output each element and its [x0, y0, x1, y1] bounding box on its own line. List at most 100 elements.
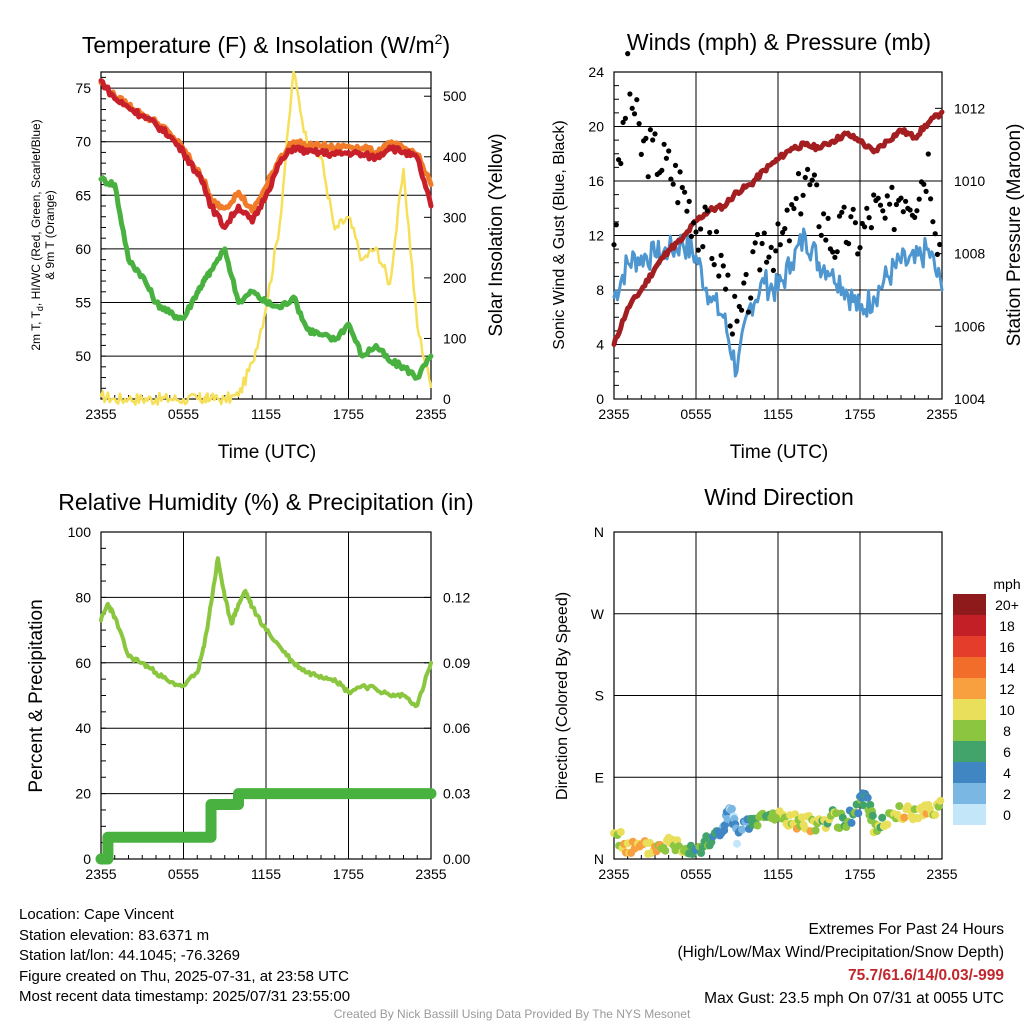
- direction-point: [723, 814, 732, 823]
- direction-point: [934, 802, 943, 811]
- y-tick-label: 80: [75, 589, 91, 605]
- y-tick-label: 40: [75, 720, 91, 736]
- gust-point: [625, 51, 631, 57]
- gust-point: [668, 176, 674, 182]
- colorbar-label: 20+: [995, 597, 1019, 613]
- y-tick-label: 0: [83, 851, 91, 867]
- y2-tick-label: 1010: [954, 173, 985, 189]
- gust-point: [716, 273, 722, 279]
- gust-point: [814, 182, 820, 188]
- y-tick-label: 70: [75, 134, 91, 150]
- gust-point: [834, 249, 840, 255]
- direction-point: [895, 802, 904, 811]
- direction-point: [878, 813, 887, 822]
- gust-point: [932, 231, 938, 237]
- gust-point: [647, 127, 654, 133]
- direction-point: [863, 793, 872, 802]
- gust-point: [793, 195, 799, 202]
- winds-xlabel: Time (UTC): [730, 442, 829, 463]
- gust-point: [805, 166, 811, 172]
- gust-point: [770, 267, 777, 273]
- colorbar-swatch: [953, 594, 986, 615]
- y2-tick-label: 200: [443, 270, 467, 286]
- gust-point: [688, 233, 695, 239]
- gust-point: [836, 213, 843, 219]
- gust-point: [887, 201, 893, 207]
- gust-point: [868, 225, 875, 231]
- gust-point: [741, 280, 747, 286]
- gust-point: [743, 271, 749, 278]
- gust-point: [677, 169, 683, 175]
- gust-point: [839, 209, 845, 215]
- gust-point: [750, 249, 756, 255]
- temperature-ylabel: 2m T, Td, HI/WC (Red, Green, Scarlet/Blu…: [29, 119, 45, 350]
- gust-point: [634, 97, 640, 103]
- y-tick-label: N: [594, 524, 604, 540]
- gust-point: [791, 205, 797, 212]
- gust-point: [691, 220, 697, 226]
- colorbar-label: 0: [1003, 807, 1011, 823]
- insolation-line: [99, 70, 433, 406]
- temperature-title: Temperature (F) & Insolation (W/m2): [82, 31, 450, 58]
- x-tick-label: 2355: [598, 406, 629, 422]
- y-tick-label: 16: [588, 173, 604, 189]
- colorbar-label: 4: [1003, 765, 1011, 781]
- gust-point: [864, 205, 870, 211]
- direction-ylabel: Direction (Colored By Speed): [554, 592, 571, 800]
- y2-tick-label: 0.06: [443, 720, 470, 736]
- gust-point: [800, 192, 806, 198]
- winds-title: Winds (mph) & Pressure (mb): [627, 29, 931, 55]
- gust-point: [889, 184, 895, 190]
- figure-created: Figure created on Thu, 2025-07-31, at 23…: [19, 967, 349, 985]
- rh-axes: 2355 0555 1155 1755 23550204060801000.000.03…: [68, 524, 471, 882]
- gust-point: [816, 224, 822, 230]
- y-tick-label: 20: [588, 119, 604, 135]
- colorbar-swatch: [953, 615, 986, 636]
- gust-point: [711, 262, 717, 268]
- gust-point: [698, 226, 704, 232]
- gust-point: [700, 244, 706, 250]
- gust-point: [877, 202, 884, 208]
- y-tick-label: N: [594, 851, 604, 867]
- gust-point: [645, 174, 651, 180]
- direction-point: [847, 818, 856, 827]
- colorbar-swatch: [953, 804, 986, 825]
- y2-tick-label: 1012: [954, 100, 985, 116]
- gust-point: [880, 208, 886, 214]
- gust-point: [693, 229, 699, 235]
- x-tick-label: 1155: [251, 866, 281, 882]
- x-tick-label: 2355: [926, 406, 957, 422]
- gust-point: [830, 249, 836, 255]
- x-tick-label: 2355: [85, 406, 116, 422]
- gust-point: [670, 181, 676, 187]
- gust-point: [727, 323, 733, 329]
- gust-point: [866, 215, 872, 221]
- direction-point: [738, 825, 747, 834]
- y2-tick-label: 400: [443, 149, 467, 165]
- gust-point: [916, 196, 922, 202]
- gust-point: [846, 241, 852, 247]
- colorbar-label: 14: [999, 660, 1015, 676]
- gust-point: [613, 222, 619, 228]
- gust-point: [937, 241, 943, 248]
- colorbar-label: 10: [999, 702, 1015, 718]
- station-location: Location: Cape Vincent: [19, 906, 174, 923]
- gust-point: [925, 151, 931, 157]
- gust-point: [882, 215, 888, 221]
- colorbar-label: 12: [999, 681, 1015, 697]
- colorbar-label: 16: [999, 639, 1015, 655]
- direction-point: [727, 804, 736, 813]
- gust-point: [611, 242, 617, 248]
- dewpoint-line: [98, 175, 434, 381]
- direction-point: [883, 820, 892, 829]
- station-latlon: Station lat/lon: 44.1045; -76.3269: [19, 947, 241, 964]
- max-gust: Max Gust: 23.5 mph On 07/31 at 0055 UTC: [704, 990, 1004, 1007]
- gust-point: [666, 148, 672, 154]
- y-tick-label: W: [591, 606, 605, 622]
- gust-point: [773, 248, 779, 254]
- y-tick-label: 55: [75, 295, 91, 311]
- gust-point: [782, 226, 788, 232]
- x-tick-label: 2355: [598, 866, 629, 882]
- gust-point: [903, 198, 909, 204]
- gust-point: [841, 204, 847, 210]
